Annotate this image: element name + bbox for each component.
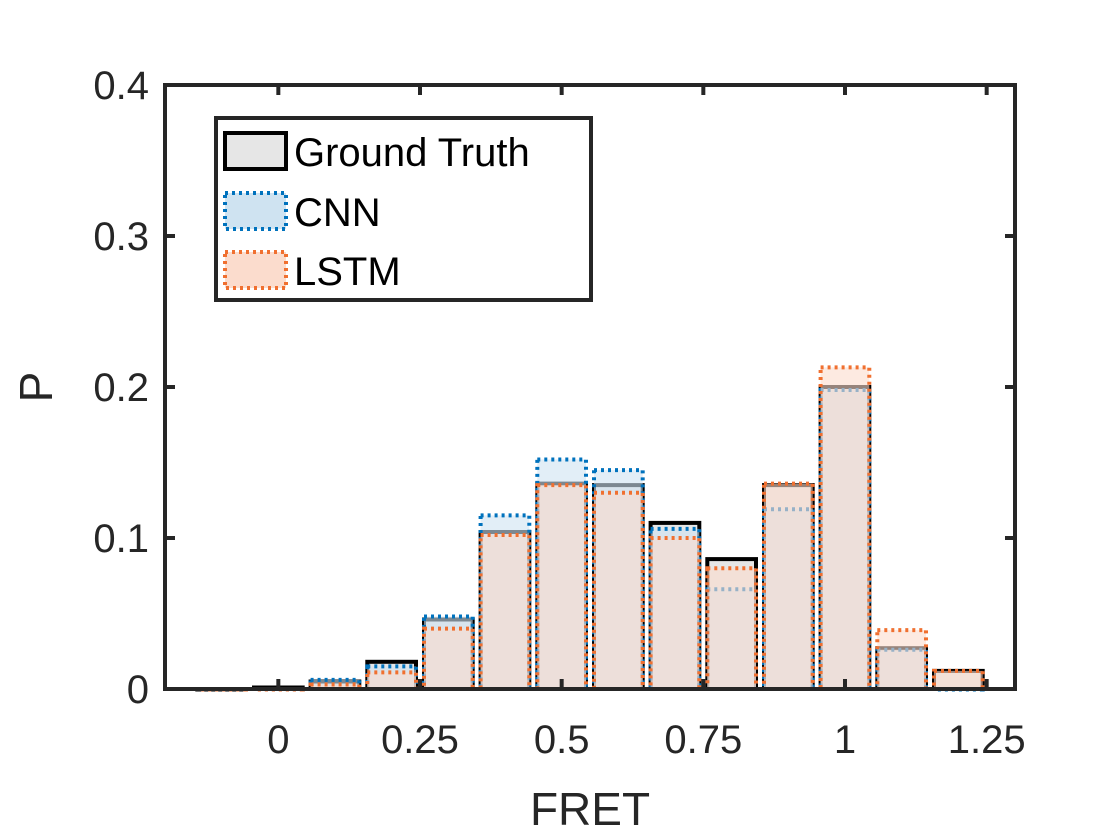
x-tick-label-3: 0.75 [664,718,742,762]
bar-lstm-7 [592,490,645,692]
bar-lstm-6 [535,483,588,691]
bar-lstm-3 [365,670,418,692]
bar-lstm-9 [705,566,758,692]
x-tick-label-4: 1 [834,718,856,762]
legend-label-cnn: CNN [294,191,381,235]
bar-lstm-12 [875,628,928,691]
x-tick-label-5: 1.25 [948,718,1026,762]
y-tick-label-4: 0.4 [93,64,149,108]
bar-lstm-5 [478,533,532,691]
y-axis-label: P [10,372,62,403]
bar-lstm-11 [818,365,872,691]
x-tick-label-0: 0 [267,718,289,762]
bar-cnn-2 [308,677,362,692]
y-tick-label-3: 0.3 [93,215,149,259]
legend-swatch-lstm [223,250,288,290]
y-tick-label-2: 0.2 [93,366,149,410]
bar-lstm-4 [422,626,475,691]
y-tick-label-0: 0 [127,668,149,712]
legend-swatch-cnn [223,191,288,231]
bar-lstm-10 [762,481,815,691]
x-tick-label-1: 0.25 [381,718,459,762]
y-tick-label-1: 0.1 [93,517,149,561]
bars-layer [195,365,985,692]
legend-swatch-ground-truth [223,131,288,171]
bar-lstm-8 [648,536,702,691]
legend: Ground Truth CNN LSTM [214,116,593,302]
bar-lstm-13 [932,668,985,692]
legend-label-ground-truth: Ground Truth [294,131,530,175]
x-tick-label-2: 0.5 [534,718,590,762]
x-axis-label: FRET [530,783,650,835]
legend-label-lstm: LSTM [294,250,401,294]
plot-frame [163,83,1017,691]
